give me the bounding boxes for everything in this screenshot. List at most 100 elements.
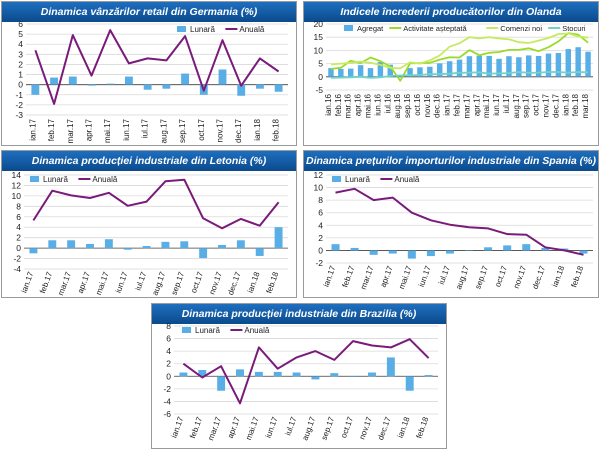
- bar-lunar-: [350, 247, 359, 251]
- bar-lunar-: [579, 250, 588, 254]
- y-tick-label: 8: [166, 321, 171, 331]
- x-tick-label: nov.17: [216, 118, 225, 142]
- x-tick-label: apr.16: [354, 93, 363, 116]
- bar-agregat: [506, 56, 512, 77]
- bar-agregat: [565, 49, 571, 77]
- x-tick-label: aug.17: [150, 270, 167, 297]
- bar-lunar-: [218, 244, 226, 249]
- x-tick-label: mar.16: [344, 93, 353, 118]
- x-tick-label: iun.17: [114, 270, 130, 294]
- x-tick-label: ian.17: [169, 415, 185, 439]
- x-tick-label: feb.17: [340, 264, 356, 288]
- bar-lunar-: [254, 371, 263, 377]
- bar-lunar-: [48, 240, 57, 249]
- bar-agregat: [407, 68, 413, 77]
- bar-lunar-: [31, 84, 40, 95]
- bar-lunar-: [349, 376, 358, 377]
- x-tick-label: iul.17: [502, 93, 511, 113]
- legend-label: Lunară: [190, 25, 215, 34]
- bar-agregat: [377, 62, 384, 77]
- y-tick-label: -6: [163, 409, 171, 419]
- bar-lunar-: [273, 371, 282, 377]
- y-tick-label: 10: [314, 183, 324, 193]
- y-tick-label: 1: [18, 70, 23, 80]
- bar-agregat: [348, 68, 354, 77]
- legend-label: Lunară: [43, 175, 68, 184]
- y-tick-label: -4: [13, 264, 21, 274]
- x-tick-label: nov.16: [423, 93, 432, 117]
- y-tick-label: 10: [314, 45, 324, 55]
- series-line-anual-: [32, 178, 280, 230]
- x-tick-label: iun.17: [122, 118, 131, 140]
- bar-lunar-: [503, 245, 512, 251]
- bar-agregat: [417, 67, 423, 77]
- bar-lunar-: [162, 84, 171, 89]
- chart-panel-netherlands: Indicele încrederii producătorilor din O…: [303, 1, 599, 146]
- bar-agregat: [496, 58, 502, 77]
- bar-agregat: [466, 56, 473, 77]
- x-tick-label: feb.17: [47, 118, 56, 141]
- legend-swatch-bar: [30, 176, 39, 182]
- y-tick-label: 8: [16, 201, 21, 211]
- y-tick-label: 0: [166, 371, 171, 381]
- bar-agregat: [585, 51, 591, 77]
- x-tick-label: dec.17: [234, 118, 243, 143]
- bar-lunar-: [198, 370, 207, 377]
- y-tick-label: -2: [315, 258, 323, 268]
- x-tick-label: ian.18: [246, 270, 262, 294]
- bar-agregat: [357, 65, 364, 77]
- bar-lunar-: [237, 84, 246, 96]
- bar-agregat: [387, 64, 393, 77]
- x-tick-label: feb.18: [264, 270, 280, 294]
- x-tick-label: iul.17: [437, 264, 452, 286]
- x-tick-label: ian.17: [28, 118, 37, 140]
- y-tick-label: 2: [18, 59, 23, 69]
- x-tick-label: ian.18: [561, 93, 570, 115]
- x-tick-label: dec.17: [376, 415, 393, 441]
- y-tick-label: 3: [18, 49, 23, 59]
- x-tick-label: ian.18: [396, 415, 412, 439]
- bar-agregat: [328, 68, 334, 77]
- x-tick-label: apr.17: [472, 93, 481, 116]
- legend-label: Lunară: [195, 326, 220, 335]
- y-tick-label: -2: [163, 384, 171, 394]
- y-tick-label: -5: [315, 85, 323, 95]
- bar-lunar-: [274, 84, 283, 92]
- y-tick-label: 4: [18, 39, 23, 49]
- y-tick-label: -3: [15, 110, 23, 120]
- bar-lunar-: [426, 250, 435, 257]
- bar-lunar-: [311, 376, 320, 380]
- x-tick-label: oct.17: [189, 270, 205, 294]
- chart-title: Dinamica vânzărilor retail din Germania …: [2, 2, 296, 22]
- x-tick-label: mar.17: [66, 118, 75, 143]
- y-tick-label: 2: [318, 233, 323, 243]
- series-line-anual-: [182, 338, 430, 405]
- y-tick-label: -1: [15, 90, 23, 100]
- x-tick-label: apr.17: [85, 118, 94, 141]
- x-tick-label: mai.17: [482, 93, 491, 118]
- y-tick-label: 2: [16, 233, 21, 243]
- x-tick-label: feb.17: [453, 93, 462, 116]
- x-tick-label: mar.17: [206, 415, 223, 442]
- bar-lunar-: [104, 239, 113, 249]
- x-tick-label: iul.16: [383, 93, 392, 113]
- x-tick-label: dec.17: [531, 264, 548, 290]
- y-tick-label: 2: [166, 359, 171, 369]
- x-tick-label: feb.18: [571, 93, 580, 116]
- x-tick-label: mar.17: [359, 264, 376, 291]
- x-tick-label: nov.17: [542, 93, 551, 117]
- x-tick-label: feb.17: [188, 415, 204, 439]
- y-tick-label: 5: [318, 59, 323, 69]
- x-tick-label: ian.17: [443, 93, 452, 115]
- x-tick-label: iun.17: [492, 93, 501, 115]
- y-tick-label: 4: [166, 346, 171, 356]
- bar-agregat: [575, 47, 581, 77]
- bar-lunar-: [179, 372, 188, 377]
- bar-lunar-: [465, 250, 474, 251]
- x-tick-label: dec.17: [226, 270, 243, 296]
- bar-agregat: [486, 55, 492, 77]
- legend-label: Comenzi noi: [500, 24, 542, 33]
- y-tick-label: 15: [314, 32, 324, 42]
- bar-lunar-: [292, 372, 301, 377]
- bar-lunar-: [50, 77, 59, 85]
